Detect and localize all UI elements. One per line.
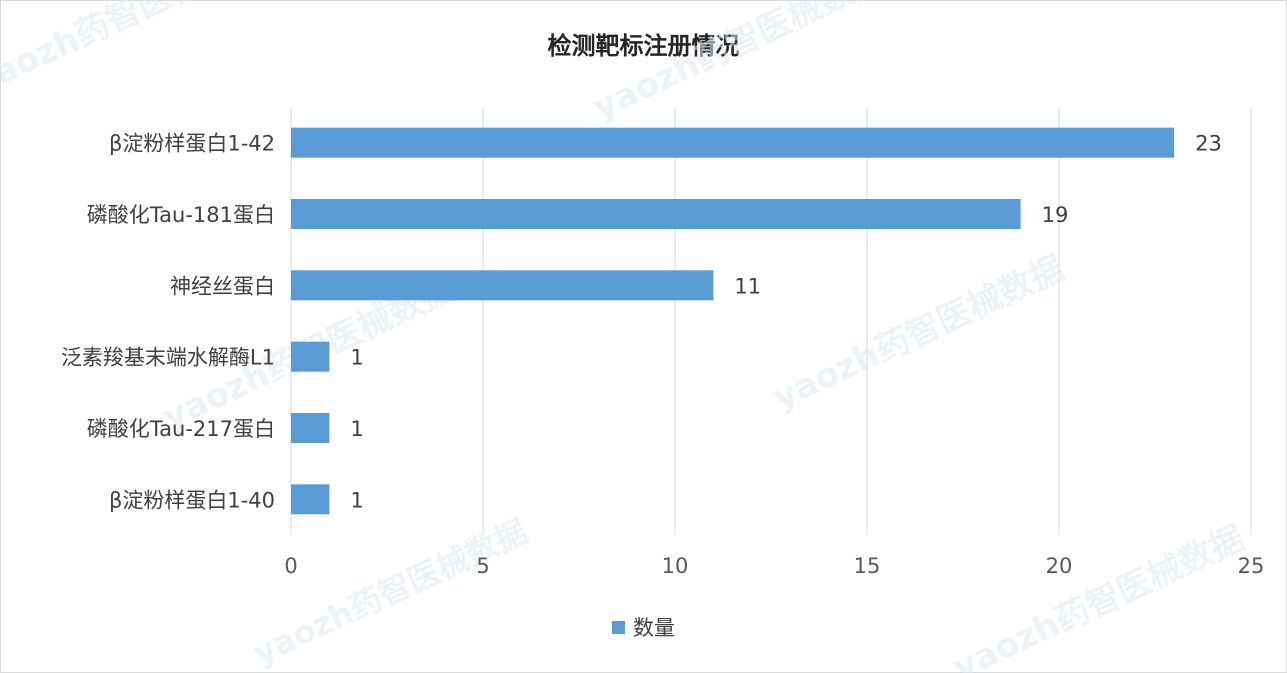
data-label: 19 xyxy=(1042,203,1069,227)
bar xyxy=(291,270,714,301)
legend: 数量 xyxy=(0,612,1287,642)
watermark: yaozh药智医械数据 xyxy=(767,248,1071,418)
watermark: yaozh药智医械数据 xyxy=(947,518,1251,673)
bars-layer xyxy=(291,127,1175,515)
bar xyxy=(291,413,330,443)
data-label: 1 xyxy=(350,488,363,512)
x-tick-label: 5 xyxy=(476,554,489,578)
category-label: 磷酸化Tau-181蛋白 xyxy=(87,203,275,227)
watermark: yaozh药智医械数据 xyxy=(587,0,891,128)
grid-lines xyxy=(290,107,1252,535)
watermark: yaozh药智医械数据 xyxy=(247,512,533,672)
category-label: 磷酸化Tau-217蛋白 xyxy=(87,417,275,441)
category-label: 泛素羧基末端水解酶L1 xyxy=(61,346,275,370)
legend-swatch xyxy=(612,620,625,634)
chart-title: 检测靶标注册情况 xyxy=(547,32,740,60)
data-label: 1 xyxy=(350,417,363,441)
labels-layer: 0 5 10 15 20 25 β淀粉样蛋白1-42 23 磷酸化Tau-181蛋白 19 神经丝蛋… xyxy=(61,132,1264,578)
bar xyxy=(291,199,1021,229)
x-tick-label: 10 xyxy=(662,554,689,578)
data-label: 1 xyxy=(350,346,363,370)
data-label: 23 xyxy=(1195,132,1222,156)
x-tick-label: 0 xyxy=(284,554,297,578)
category-label: β淀粉样蛋白1-40 xyxy=(109,488,275,512)
x-tick-label: 15 xyxy=(854,554,881,578)
bar xyxy=(291,341,330,372)
data-label: 11 xyxy=(734,274,761,298)
bar xyxy=(291,127,1175,158)
bar xyxy=(291,484,330,515)
watermark: yaozh药智医械数据 xyxy=(0,0,271,103)
x-tick-label: 20 xyxy=(1046,554,1073,578)
legend-label: 数量 xyxy=(633,616,675,640)
category-label: β淀粉样蛋白1-42 xyxy=(109,132,275,156)
x-tick-label: 25 xyxy=(1238,554,1265,578)
category-label: 神经丝蛋白 xyxy=(170,274,275,298)
